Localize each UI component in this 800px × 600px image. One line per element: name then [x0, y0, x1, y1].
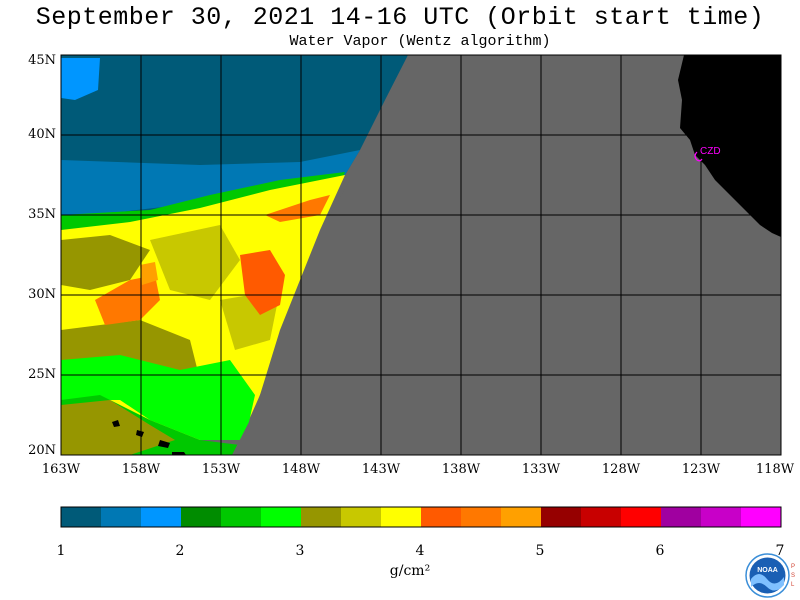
moist-orange-2 [240, 250, 285, 315]
station-label: CZD [700, 146, 721, 157]
map-subtitle: Water Vapor (Wentz algorithm) [289, 33, 551, 50]
lon-label-133w: 133W [521, 462, 561, 477]
psl-letter-l: L [791, 582, 795, 588]
land-hawaii-4 [172, 452, 186, 455]
lon-label-148w: 148W [281, 462, 321, 477]
lat-label-25n: 25N [28, 367, 56, 382]
station-marker-icon [694, 151, 703, 162]
land-hawaii-2 [136, 430, 144, 437]
colorbar-tick-6: 6 [655, 543, 665, 559]
lat-label-35n: 35N [28, 207, 56, 222]
colorbar-tick-3: 3 [295, 543, 305, 559]
swath-olive-south [61, 400, 175, 455]
lon-label-158w: 158W [121, 462, 161, 477]
psl-letter-p: P [791, 564, 796, 570]
colorbar-tick-1: 1 [56, 543, 66, 559]
land-hawaii-1 [112, 420, 120, 427]
noaa-logo-icon: NOAA [745, 553, 790, 598]
colorbar-tick-5: 5 [535, 543, 545, 559]
lat-label-20n: 20N [28, 443, 56, 458]
swath-olive-2 [150, 225, 240, 300]
land-north-america [678, 55, 781, 237]
moist-orange-1 [95, 275, 160, 325]
lon-label-153w: 153W [201, 462, 241, 477]
lon-label-118w: 118W [755, 462, 795, 477]
colorbar-units: g/cm² [389, 563, 431, 579]
swath-bright-blue [61, 58, 100, 100]
lat-label-40n: 40N [28, 127, 56, 142]
swath-green-south [61, 355, 255, 440]
swath-green-band [61, 172, 345, 235]
swath-mid-blue [61, 150, 360, 220]
graticule [60, 54, 782, 456]
lon-label-138w: 138W [441, 462, 481, 477]
map-title: September 30, 2021 14-16 UTC (Orbit star… [35, 3, 765, 32]
colorbar-tick-7: 7 [775, 543, 785, 559]
lon-label-163w: 163W [41, 462, 81, 477]
lon-label-143w: 143W [361, 462, 401, 477]
lat-label-45n: 45N [28, 53, 56, 68]
lon-label-123w: 123W [681, 462, 721, 477]
land-hawaii-3 [158, 440, 170, 448]
swath-olive-1 [61, 235, 150, 290]
colorbar-tick-2: 2 [175, 543, 185, 559]
swath-edge [232, 55, 781, 455]
psl-letter-s: S [791, 573, 796, 579]
lon-label-128w: 128W [601, 462, 641, 477]
logo-text: NOAA [757, 567, 778, 574]
moist-orange-4 [140, 262, 158, 285]
lat-label-30n: 30N [28, 287, 56, 302]
colorbar-tick-4: 4 [415, 543, 425, 559]
